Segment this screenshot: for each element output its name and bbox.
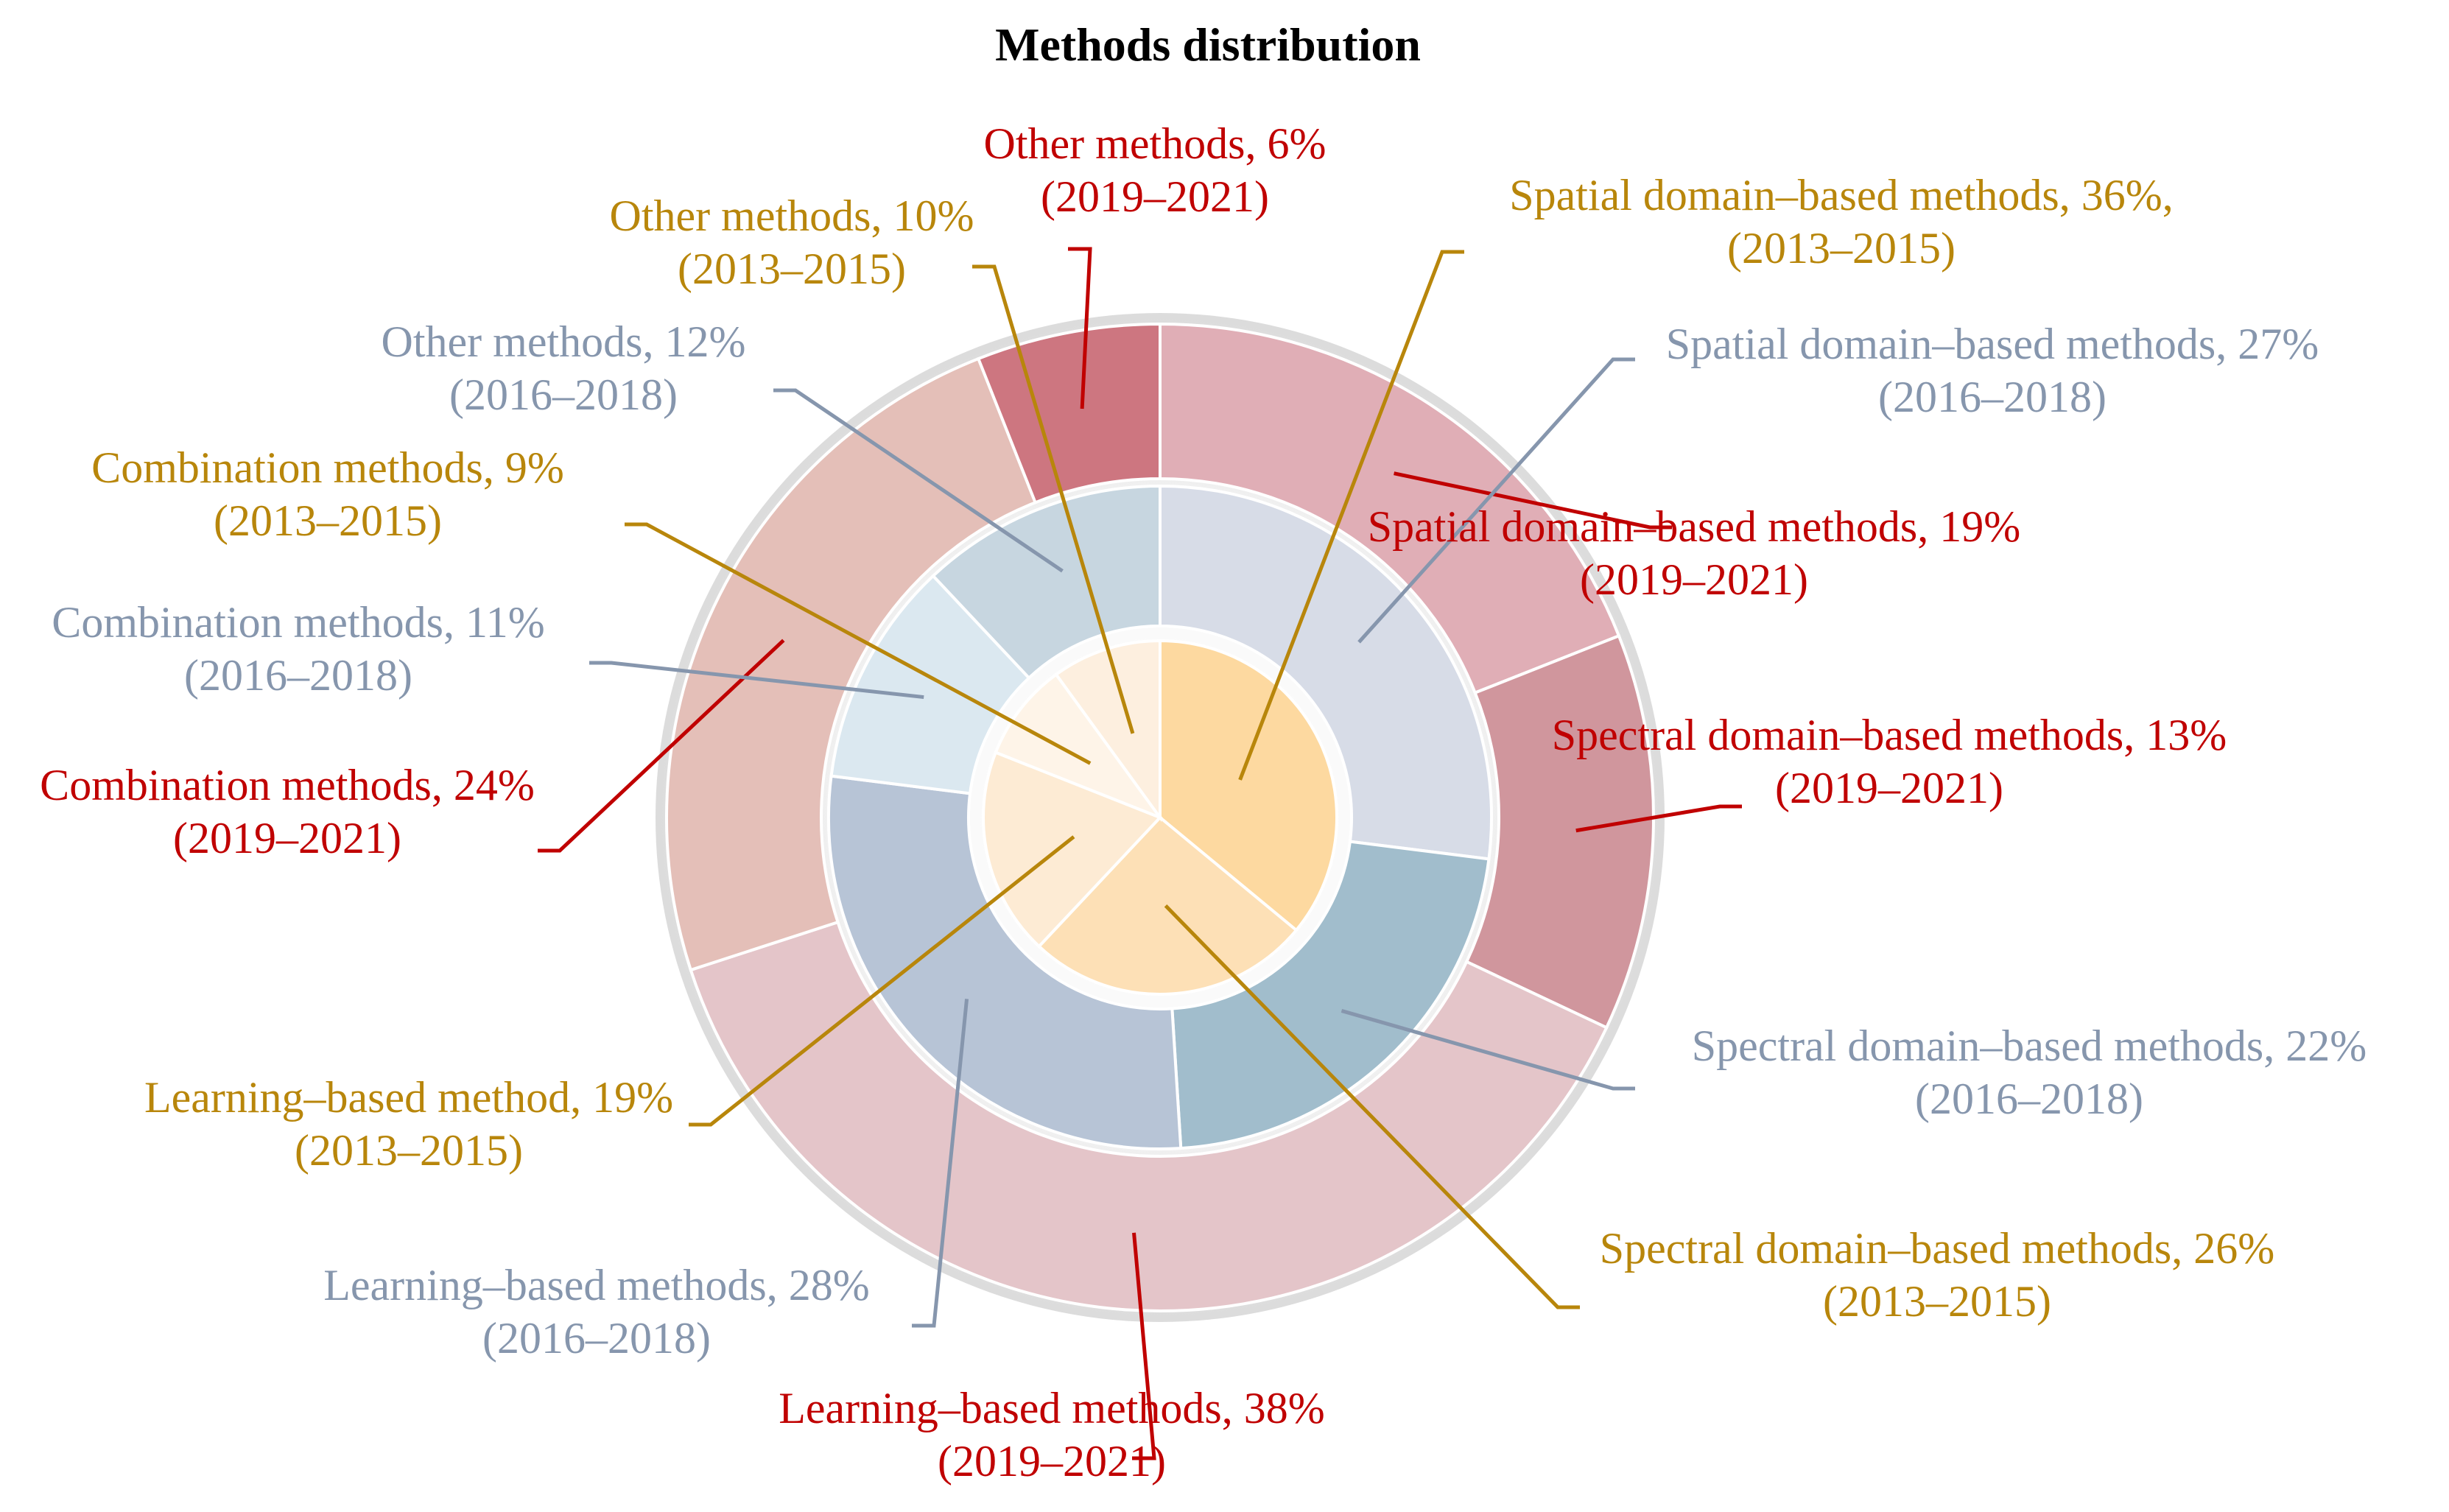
label-middle-spectral-domain-based-methods: Spectral domain–based methods, 22% (2016–… — [1692, 1022, 2367, 1123]
label-middle-other-methods: Other methods, 12% (2016–2018) — [382, 317, 746, 419]
label-text: Other methods, 12% — [382, 317, 746, 366]
label-text: Learning–based methods, 28% — [323, 1261, 869, 1309]
label-period: (2019–2021) — [1775, 764, 2003, 812]
label-period: (2013–2015) — [214, 496, 442, 545]
leader-outer-spectral-domain-based-methods — [1575, 804, 1742, 833]
label-period: (2019–2021) — [938, 1437, 1166, 1485]
label-inner-spatial-domain-based-methods: Spatial domain–based methods, 36%, (2013–… — [1509, 171, 2174, 272]
label-period: (2016–2018) — [1878, 373, 2107, 421]
label-period: (2019–2021) — [173, 814, 401, 862]
chart-title: Methods distribution — [995, 18, 1421, 71]
label-period: (2019–2021) — [1041, 172, 1269, 221]
label-outer-spectral-domain-based-methods: Spectral domain–based methods, 13% (2019–… — [1552, 711, 2227, 812]
slice-inner-other-methods — [1054, 639, 1162, 823]
leader-inner-learning-based-methods — [689, 835, 1075, 1127]
label-period: (2019–2021) — [1580, 555, 1808, 604]
label-middle-spatial-domain-based-methods: Spatial domain–based methods, 27% (2016–2… — [1666, 320, 2319, 421]
label-inner-combination-methods: Combination methods, 9% (2013–2015) — [91, 443, 564, 545]
label-text: Spectral domain–based methods, 22% — [1692, 1022, 2367, 1070]
label-outer-learning-based-methods: Learning–based methods, 38% (2019–2021) — [779, 1384, 1324, 1485]
leader-outer-spatial-domain-based-methods — [1394, 471, 1672, 530]
label-period: (2013–2015) — [1727, 224, 1956, 272]
label-period: (2016–2018) — [184, 651, 412, 700]
label-middle-combination-methods: Combination methods, 11% (2016–2018) — [52, 598, 544, 700]
label-outer-combination-methods: Combination methods, 24% (2019–2021) — [40, 761, 535, 862]
leader-inner-combination-methods — [625, 522, 1092, 765]
slice-middle-learning-based-methods — [827, 774, 1183, 1150]
leader-middle-spectral-domain-based-methods — [1341, 1009, 1635, 1091]
slice-outer-spatial-domain-based-methods — [1159, 322, 1621, 695]
label-period: (2016–2018) — [1915, 1075, 2143, 1123]
slice-inner-spatial-domain-based-methods — [1159, 639, 1338, 932]
label-text: Learning–based methods, 38% — [779, 1384, 1324, 1432]
label-inner-learning-based-methods: Learning–based method, 19% (2013–2015) — [144, 1073, 673, 1175]
leader-outer-learning-based-methods — [1132, 1232, 1156, 1460]
label-text: Spectral domain–based methods, 26% — [1600, 1224, 2274, 1273]
slice-inner-combination-methods — [994, 672, 1164, 821]
leader-outer-other-methods — [1068, 247, 1092, 409]
leader-inner-other-methods — [972, 264, 1135, 734]
label-outer-spatial-domain-based-methods: Spatial domain–based methods, 19% (2019–2… — [1368, 502, 2021, 604]
label-text: Spatial domain–based methods, 36%, — [1509, 171, 2174, 219]
slice-middle-spectral-domain-based-methods — [1170, 840, 1491, 1150]
label-inner-other-methods: Other methods, 10% (2013–2015) — [610, 191, 974, 293]
label-text: Combination methods, 24% — [40, 761, 535, 809]
label-text: Other methods, 6% — [984, 119, 1327, 168]
slice-outer-learning-based-methods — [689, 920, 1609, 1312]
label-inner-spectral-domain-based-methods: Spectral domain–based methods, 26% (2013–… — [1600, 1224, 2274, 1326]
label-outer-other-methods: Other methods, 6% (2019–2021) — [984, 119, 1327, 221]
label-text: Learning–based method, 19% — [144, 1073, 673, 1122]
leader-inner-spectral-domain-based-methods — [1164, 904, 1580, 1309]
leader-middle-other-methods — [773, 388, 1064, 573]
label-period: (2013–2015) — [1823, 1277, 2051, 1326]
label-text: Spatial domain–based methods, 27% — [1666, 320, 2319, 368]
label-text: Combination methods, 11% — [52, 598, 544, 647]
label-text: Spectral domain–based methods, 13% — [1552, 711, 2227, 759]
leader-inner-spatial-domain-based-methods — [1238, 250, 1464, 781]
leader-outer-combination-methods — [538, 639, 785, 853]
leader-middle-learning-based-methods — [912, 999, 969, 1328]
label-text: Other methods, 10% — [610, 191, 974, 240]
label-period: (2013–2015) — [295, 1126, 523, 1175]
label-period: (2013–2015) — [678, 245, 906, 293]
label-period: (2016–2018) — [449, 370, 678, 419]
label-period: (2016–2018) — [482, 1314, 711, 1362]
label-text: Combination methods, 9% — [91, 443, 564, 492]
leader-middle-spatial-domain-based-methods — [1357, 357, 1635, 644]
leader-middle-combination-methods — [589, 661, 924, 700]
label-text: Spatial domain–based methods, 19% — [1368, 502, 2021, 551]
slice-middle-spatial-domain-based-methods — [1159, 484, 1493, 861]
label-middle-learning-based-methods: Learning–based methods, 28% (2016–2018) — [323, 1261, 869, 1362]
